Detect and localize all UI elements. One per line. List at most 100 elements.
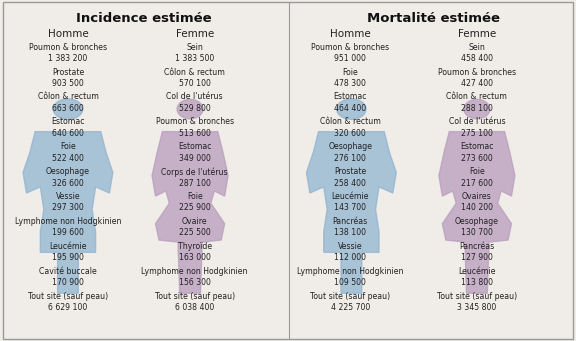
Text: Homme: Homme xyxy=(48,29,88,39)
Text: Prostate: Prostate xyxy=(52,68,84,76)
Polygon shape xyxy=(439,132,515,293)
Ellipse shape xyxy=(464,100,490,119)
Text: 109 500: 109 500 xyxy=(334,278,366,287)
Text: 6 038 400: 6 038 400 xyxy=(175,303,214,312)
Text: Col de l'utérus: Col de l'utérus xyxy=(166,92,223,101)
Text: Mortalité estimée: Mortalité estimée xyxy=(367,12,499,25)
Ellipse shape xyxy=(336,99,366,119)
Text: Ovaire: Ovaire xyxy=(182,217,207,226)
Text: 199 600: 199 600 xyxy=(52,228,84,237)
Text: Cavité buccale: Cavité buccale xyxy=(39,267,97,276)
Text: Poumon & bronches: Poumon & bronches xyxy=(29,43,107,51)
Text: 427 400: 427 400 xyxy=(461,79,493,88)
Text: 4 225 700: 4 225 700 xyxy=(331,303,370,312)
Text: Côlon & rectum: Côlon & rectum xyxy=(446,92,507,101)
Polygon shape xyxy=(306,132,396,293)
Text: Sein: Sein xyxy=(186,43,203,51)
Text: 113 800: 113 800 xyxy=(461,278,493,287)
Text: 112 000: 112 000 xyxy=(334,253,366,262)
Text: 349 000: 349 000 xyxy=(179,154,211,163)
Text: 127 900: 127 900 xyxy=(461,253,493,262)
Text: Leucémie: Leucémie xyxy=(49,242,87,251)
Polygon shape xyxy=(23,132,113,293)
Text: 1 383 500: 1 383 500 xyxy=(175,54,214,63)
Text: Vessie: Vessie xyxy=(338,242,362,251)
Text: 3 345 800: 3 345 800 xyxy=(457,303,497,312)
Text: Tout site (sauf peau): Tout site (sauf peau) xyxy=(437,292,517,300)
Text: Thyroïde: Thyroïde xyxy=(177,242,212,251)
Text: 287 100: 287 100 xyxy=(179,179,211,188)
Text: Foie: Foie xyxy=(342,68,358,76)
Text: Côlon & rectum: Côlon & rectum xyxy=(320,117,381,126)
Text: 225 500: 225 500 xyxy=(179,228,211,237)
Text: Tout site (sauf peau): Tout site (sauf peau) xyxy=(28,292,108,300)
Text: 138 100: 138 100 xyxy=(334,228,366,237)
Ellipse shape xyxy=(53,99,83,119)
Text: 258 400: 258 400 xyxy=(334,179,366,188)
Text: 6 629 100: 6 629 100 xyxy=(48,303,88,312)
Text: Femme: Femme xyxy=(458,29,496,39)
Text: Estomac: Estomac xyxy=(460,142,494,151)
Text: Estomac: Estomac xyxy=(334,92,367,101)
Polygon shape xyxy=(152,132,228,293)
Text: 458 400: 458 400 xyxy=(461,54,493,63)
Text: Poumon & bronches: Poumon & bronches xyxy=(156,117,234,126)
Text: Foie: Foie xyxy=(60,142,76,151)
Text: 1 383 200: 1 383 200 xyxy=(48,54,88,63)
Text: 478 300: 478 300 xyxy=(334,79,366,88)
Text: 951 000: 951 000 xyxy=(334,54,366,63)
Text: 276 100: 276 100 xyxy=(334,154,366,163)
Text: 903 500: 903 500 xyxy=(52,79,84,88)
Text: 130 700: 130 700 xyxy=(461,228,493,237)
Text: Sein: Sein xyxy=(468,43,486,51)
Text: 156 300: 156 300 xyxy=(179,278,211,287)
Text: 513 600: 513 600 xyxy=(179,129,211,138)
Text: 143 700: 143 700 xyxy=(334,204,366,212)
Text: Lymphome non Hodgkinien: Lymphome non Hodgkinien xyxy=(297,267,403,276)
Text: 170 900: 170 900 xyxy=(52,278,84,287)
Text: Homme: Homme xyxy=(330,29,370,39)
Text: Côlon & rectum: Côlon & rectum xyxy=(164,68,225,76)
Text: 320 600: 320 600 xyxy=(334,129,366,138)
Text: Corps de l'utérus: Corps de l'utérus xyxy=(161,167,228,177)
Text: Leucémie: Leucémie xyxy=(458,267,496,276)
Text: 217 600: 217 600 xyxy=(461,179,493,188)
Text: Incidence estimée: Incidence estimée xyxy=(76,12,212,25)
Text: Oesophage: Oesophage xyxy=(328,142,372,151)
Text: Ovaires: Ovaires xyxy=(462,192,492,201)
Text: Tout site (sauf peau): Tout site (sauf peau) xyxy=(310,292,391,300)
Text: 570 100: 570 100 xyxy=(179,79,211,88)
Text: 529 800: 529 800 xyxy=(179,104,211,113)
Text: 273 600: 273 600 xyxy=(461,154,493,163)
Text: Pancréas: Pancréas xyxy=(459,242,495,251)
Text: 640 600: 640 600 xyxy=(52,129,84,138)
Text: Poumon & bronches: Poumon & bronches xyxy=(438,68,516,76)
Text: 663 600: 663 600 xyxy=(52,104,84,113)
Ellipse shape xyxy=(177,100,203,119)
Text: Col de l'utérus: Col de l'utérus xyxy=(449,117,505,126)
Text: 195 900: 195 900 xyxy=(52,253,84,262)
Text: Vessie: Vessie xyxy=(56,192,80,201)
Text: Foie: Foie xyxy=(187,192,203,201)
Text: Estomac: Estomac xyxy=(178,142,211,151)
Text: 297 300: 297 300 xyxy=(52,204,84,212)
Text: Foie: Foie xyxy=(469,167,485,176)
Text: 225 900: 225 900 xyxy=(179,204,211,212)
Text: Leucémie: Leucémie xyxy=(331,192,369,201)
Text: 275 100: 275 100 xyxy=(461,129,493,138)
Text: Lymphome non Hodgkinien: Lymphome non Hodgkinien xyxy=(142,267,248,276)
Text: Côlon & rectum: Côlon & rectum xyxy=(37,92,98,101)
Text: 288 100: 288 100 xyxy=(461,104,493,113)
Text: 464 400: 464 400 xyxy=(334,104,366,113)
Text: 326 600: 326 600 xyxy=(52,179,84,188)
Text: Oesophage: Oesophage xyxy=(46,167,90,176)
Text: 163 000: 163 000 xyxy=(179,253,211,262)
Text: Oesophage: Oesophage xyxy=(455,217,499,226)
Text: 140 200: 140 200 xyxy=(461,204,493,212)
Text: Femme: Femme xyxy=(176,29,214,39)
Text: Poumon & bronches: Poumon & bronches xyxy=(311,43,389,51)
Text: Pancréas: Pancréas xyxy=(332,217,368,226)
Text: Lymphome non Hodgkinien: Lymphome non Hodgkinien xyxy=(15,217,121,226)
Text: Prostate: Prostate xyxy=(334,167,366,176)
Text: Tout site (sauf peau): Tout site (sauf peau) xyxy=(154,292,235,300)
